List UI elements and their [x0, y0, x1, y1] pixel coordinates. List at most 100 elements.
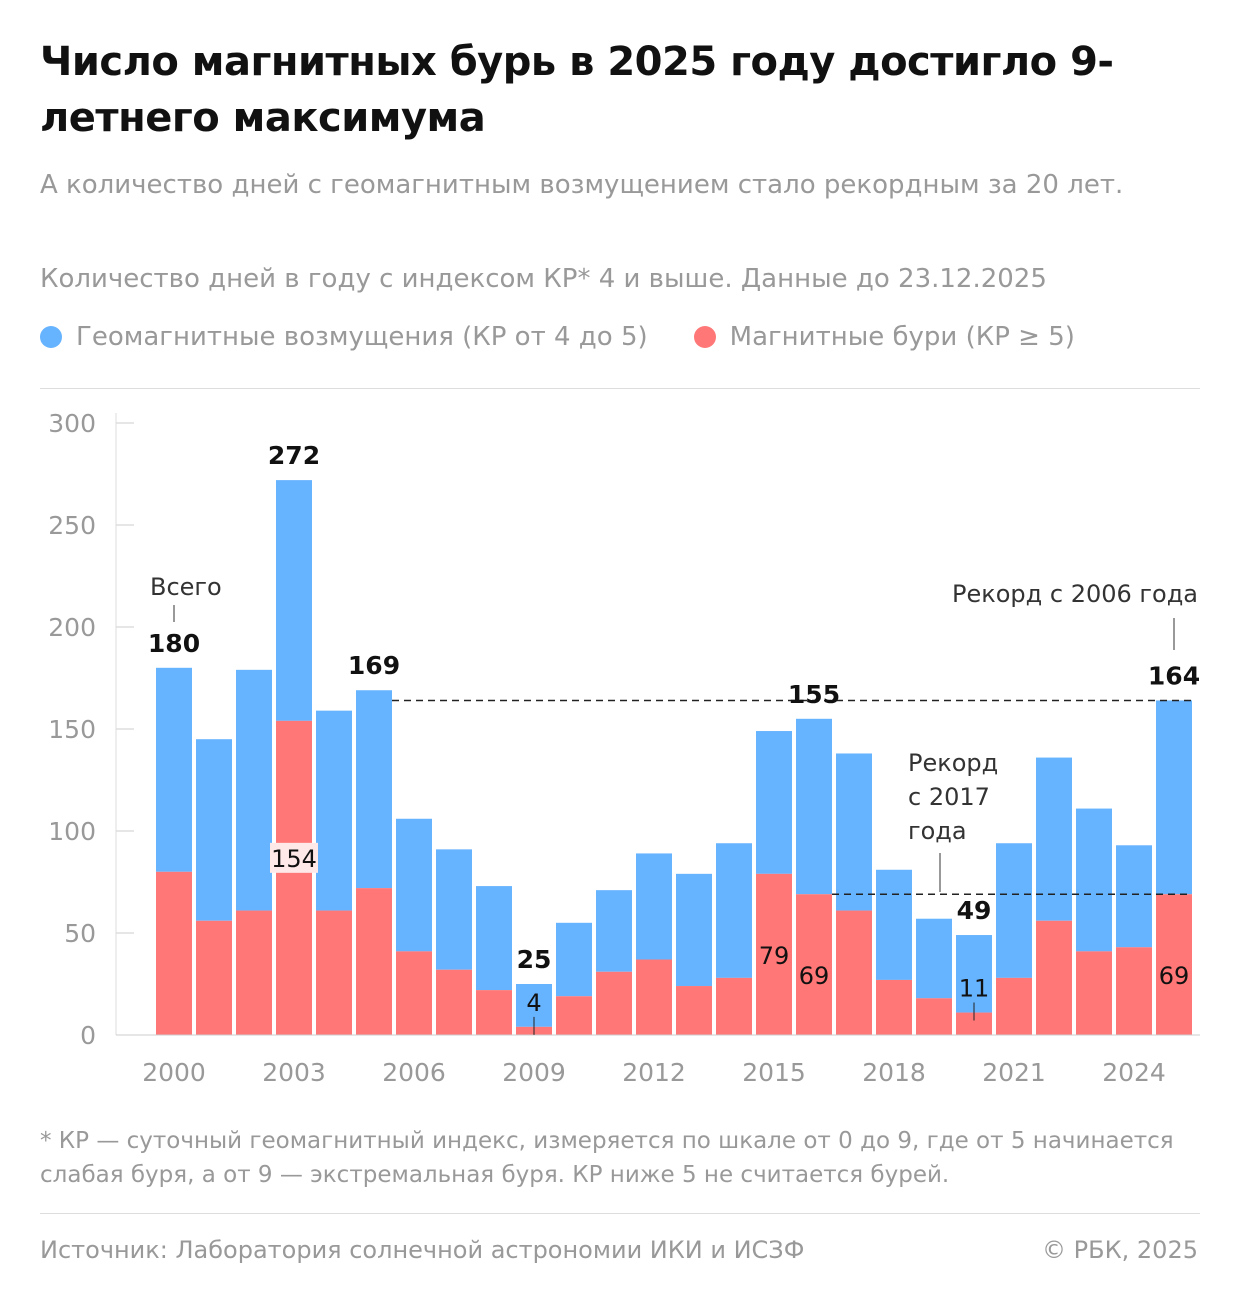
total-label-2016: 155: [788, 680, 840, 709]
source: Источник: Лаборатория солнечной астроном…: [40, 1236, 805, 1264]
legend-swatch-red: [693, 326, 716, 348]
storm-label-2025: 69: [1159, 962, 1190, 990]
bar-disturbance-2015: [756, 731, 792, 874]
x-tick-label: 2003: [262, 1058, 326, 1087]
bar-disturbance-2001: [196, 739, 232, 921]
bar-storm-2008: [476, 990, 512, 1035]
bar-storm-2004: [316, 910, 352, 1035]
bar-disturbance-2006: [396, 818, 432, 952]
y-tick-label: 250: [48, 511, 96, 540]
bar-storm-2022: [1036, 920, 1072, 1035]
storm-label-bg: [270, 842, 318, 873]
bar-storm-2018: [876, 979, 912, 1035]
bar-storm-2013: [676, 986, 712, 1035]
bar-disturbance-2014: [716, 843, 752, 978]
annotation-record-2017: с 2017: [908, 783, 990, 811]
bar-disturbance-2022: [1036, 757, 1072, 921]
x-tick-label: 2012: [622, 1058, 686, 1087]
legend-item-disturbance: Геомагнитные возмущения (КР от 4 до 5): [40, 322, 648, 352]
total-label-2005: 169: [348, 651, 400, 680]
bar-disturbance-2019: [916, 918, 952, 999]
bar-storm-2020: [956, 1012, 992, 1035]
annotation-record-2017: года: [908, 817, 967, 845]
bar-disturbance-2007: [436, 849, 472, 970]
bar-storm-2003: [276, 720, 312, 1035]
bar-disturbance-2017: [836, 753, 872, 911]
bar-storm-2010: [556, 996, 592, 1035]
bar-disturbance-2025: [1156, 700, 1192, 895]
bar-storm-2000: [156, 871, 192, 1035]
x-tick-label: 2018: [862, 1058, 926, 1087]
storm-label-2009: 4: [526, 989, 541, 1017]
bar-storm-2011: [596, 971, 632, 1035]
legend-label: Магнитные бури (КР ≥ 5): [729, 322, 1075, 352]
bar-storm-2006: [396, 951, 432, 1035]
bar-disturbance-2012: [636, 853, 672, 960]
legend-swatch-blue: [40, 326, 62, 348]
total-label-2009: 25: [517, 945, 552, 974]
storm-label-2020: 11: [959, 975, 990, 1003]
x-tick-label: 2015: [742, 1058, 806, 1087]
total-label-2025: 164: [1148, 661, 1200, 690]
y-tick-label: 0: [80, 1021, 96, 1050]
x-tick-label: 2000: [142, 1058, 206, 1087]
annotation-all: Всего: [150, 573, 222, 601]
total-label-2003: 272: [268, 441, 320, 470]
bar-storm-2014: [716, 977, 752, 1035]
bar-disturbance-2008: [476, 886, 512, 991]
bar-disturbance-2000: [156, 667, 192, 872]
y-tick-label: 100: [48, 817, 96, 846]
bar-disturbance-2011: [596, 890, 632, 972]
total-label-2000: 180: [148, 629, 200, 658]
annotation-record-2006: Рекорд с 2006 года: [952, 580, 1198, 608]
legend-label: Геомагнитные возмущения (КР от 4 до 5): [76, 322, 648, 352]
bar-storm-2015: [756, 873, 792, 1035]
bar-disturbance-2013: [676, 873, 712, 987]
bar-disturbance-2018: [876, 869, 912, 980]
annotation-record-2017: Рекорд: [908, 749, 998, 777]
divider: [40, 1213, 1200, 1214]
storm-label-2003: 154: [271, 845, 317, 873]
bar-disturbance-2016: [796, 718, 832, 895]
bar-storm-2021: [996, 977, 1032, 1035]
footnote: * КР — суточный геомагнитный индекс, изм…: [40, 1128, 1174, 1188]
bar-disturbance-2024: [1116, 845, 1152, 948]
y-tick-label: 50: [64, 919, 96, 948]
bar-storm-2012: [636, 959, 672, 1035]
bar-disturbance-2004: [316, 710, 352, 911]
bar-storm-2005: [356, 888, 392, 1035]
x-tick-label: 2021: [982, 1058, 1046, 1087]
bar-storm-2025: [1156, 894, 1192, 1035]
legend: Геомагнитные возмущения (КР от 4 до 5) М…: [40, 322, 1075, 352]
x-tick-label: 2009: [502, 1058, 566, 1087]
y-tick-label: 300: [48, 409, 96, 438]
bar-disturbance-2003: [276, 480, 312, 721]
bar-disturbance-2023: [1076, 808, 1112, 952]
bar-disturbance-2020: [956, 935, 992, 1013]
bar-disturbance-2002: [236, 669, 272, 911]
bar-disturbance-2005: [356, 690, 392, 889]
bar-storm-2002: [236, 910, 272, 1035]
chart-note: Количество дней в году с индексом КР* 4 …: [40, 264, 1047, 294]
bar-disturbance-2021: [996, 843, 1032, 978]
chart-subtitle: А количество дней с геомагнитным возмуще…: [40, 170, 1124, 200]
bar-storm-2019: [916, 998, 952, 1035]
legend-item-storm: Магнитные бури (КР ≥ 5): [693, 322, 1075, 352]
bar-storm-2024: [1116, 947, 1152, 1035]
total-label-2020: 49: [957, 896, 992, 925]
bar-storm-2016: [796, 894, 832, 1035]
bar-storm-2017: [836, 910, 872, 1035]
x-tick-label: 2024: [1102, 1058, 1166, 1087]
y-tick-label: 150: [48, 715, 96, 744]
storm-label-2015: 79: [759, 942, 790, 970]
bar-storm-2023: [1076, 951, 1112, 1035]
y-tick-label: 200: [48, 613, 96, 642]
x-tick-label: 2006: [382, 1058, 446, 1087]
bar-disturbance-2010: [556, 922, 592, 997]
bar-storm-2001: [196, 920, 232, 1035]
divider: [40, 388, 1200, 389]
copyright: © РБК, 2025: [1042, 1236, 1198, 1264]
bar-storm-2007: [436, 969, 472, 1035]
